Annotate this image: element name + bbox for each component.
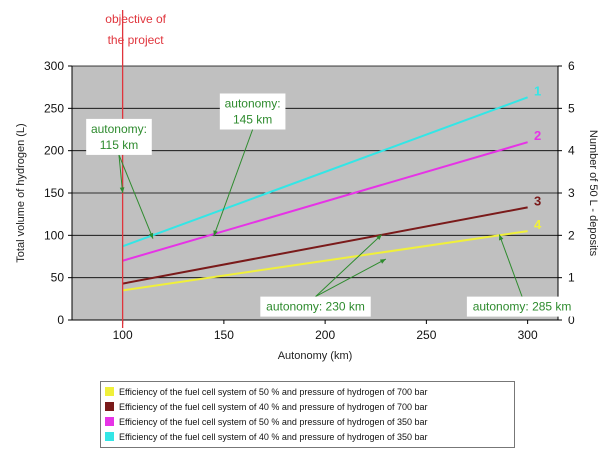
x-axis-ticks: 100 150 200 250 300: [113, 320, 538, 342]
y-tick-label: 100: [44, 228, 64, 242]
annotation-text: autonomy:: [91, 122, 147, 136]
annotation-arrowhead: [498, 234, 504, 241]
annotation-arrow: [498, 234, 523, 297]
annotation-text: autonomy: 230 km: [266, 300, 365, 314]
annotation-box: [86, 118, 152, 155]
annotation-arrowhead: [148, 232, 154, 239]
annotation-box: [466, 296, 578, 317]
right-axis-ticks: 0 1 2 3 4 5 6: [558, 59, 575, 327]
series-id-label-4: 4: [534, 217, 542, 232]
x-tick-label: 100: [113, 328, 133, 342]
legend-label: Efficiency of the fuel cell system of 50…: [119, 386, 428, 397]
legend-item-4: Efficiency of the fuel cell system of 50…: [105, 384, 510, 399]
series-id-label-3: 3: [534, 193, 541, 208]
annotation-2: autonomy: 230 km: [260, 234, 387, 317]
hydrogen-volume-chart: 0 50 100 150 200 250 300 0 1 2 3 4 5 6 100 150 200 250 3…: [15, 10, 599, 362]
legend-item-3: Efficiency of the fuel cell system of 40…: [105, 399, 510, 414]
annotation-arrowhead: [119, 187, 125, 193]
series-line-4: [122, 230, 528, 292]
x-tick-label: 250: [416, 328, 436, 342]
x-tick-label: 200: [315, 328, 335, 342]
y2-tick-label: 5: [568, 101, 575, 115]
legend-label: Efficiency of the fuel cell system of 50…: [119, 416, 428, 427]
legend-swatch: [105, 387, 114, 396]
y-tick-label: 300: [44, 59, 64, 73]
y-tick-label: 0: [57, 313, 64, 327]
annotation-arrowhead: [379, 259, 386, 264]
left-axis-ticks: 0 50 100 150 200 250 300: [44, 59, 72, 327]
y-axis-title: Total volume of hydrogen (L): [15, 123, 27, 262]
y2-axis-title: Number of 50 L - deposits: [587, 130, 599, 257]
y2-tick-label: 3: [568, 186, 575, 200]
x-tick-label: 150: [214, 328, 234, 342]
annotation-text: 145 km: [233, 113, 272, 127]
x-axis-title: Autonomy (km): [278, 350, 353, 362]
objective-label: the project: [108, 33, 165, 47]
y2-tick-label: 1: [568, 271, 575, 285]
y-tick-label: 150: [44, 186, 64, 200]
series-id-label-1: 1: [534, 83, 541, 98]
y-tick-label: 50: [51, 271, 65, 285]
y2-tick-label: 2: [568, 228, 575, 242]
series-line-3: [122, 206, 528, 285]
legend-swatch: [105, 402, 114, 411]
series-line-1: [122, 96, 528, 248]
objective-label: objective of: [105, 12, 166, 26]
annotation-arrow: [118, 154, 124, 194]
annotation-arrow: [315, 234, 383, 297]
objective-marker: objective of the project: [105, 10, 167, 328]
annotation-text: autonomy: 285 km: [473, 300, 572, 314]
annotation-box: [260, 296, 371, 317]
series-id-label-2: 2: [534, 128, 541, 143]
annotation-text: 115 km: [100, 138, 138, 152]
x-tick-label: 300: [518, 328, 538, 342]
legend-label: Efficiency of the fuel cell system of 40…: [119, 401, 428, 412]
y2-tick-label: 0: [568, 313, 575, 327]
y-tick-label: 250: [44, 101, 64, 115]
annotation-1: autonomy: 145 km: [213, 93, 286, 237]
legend-swatch: [105, 417, 114, 426]
annotation-arrow: [118, 154, 154, 239]
series-lines: 1 2 3 4: [122, 83, 542, 292]
annotation-3: autonomy: 285 km: [466, 234, 578, 317]
annotation-arrowhead: [376, 234, 382, 240]
annotation-box: [219, 93, 286, 130]
annotation-arrow: [315, 258, 387, 298]
series-line-2: [122, 141, 528, 262]
legend-label: Efficiency of the fuel cell system of 40…: [119, 431, 428, 442]
y-tick-label: 200: [44, 144, 64, 158]
annotation-arrow: [213, 129, 254, 237]
legend-item-2: Efficiency of the fuel cell system of 50…: [105, 414, 510, 429]
annotation-arrowhead: [213, 230, 218, 237]
legend-swatch: [105, 432, 114, 441]
y2-tick-label: 6: [568, 59, 575, 73]
annotation-0: autonomy: 115 km: [86, 118, 154, 239]
y2-tick-label: 4: [568, 144, 575, 158]
legend-item-1: Efficiency of the fuel cell system of 40…: [105, 429, 510, 444]
legend: Efficiency of the fuel cell system of 50…: [100, 381, 515, 448]
annotation-text: autonomy:: [225, 97, 281, 111]
